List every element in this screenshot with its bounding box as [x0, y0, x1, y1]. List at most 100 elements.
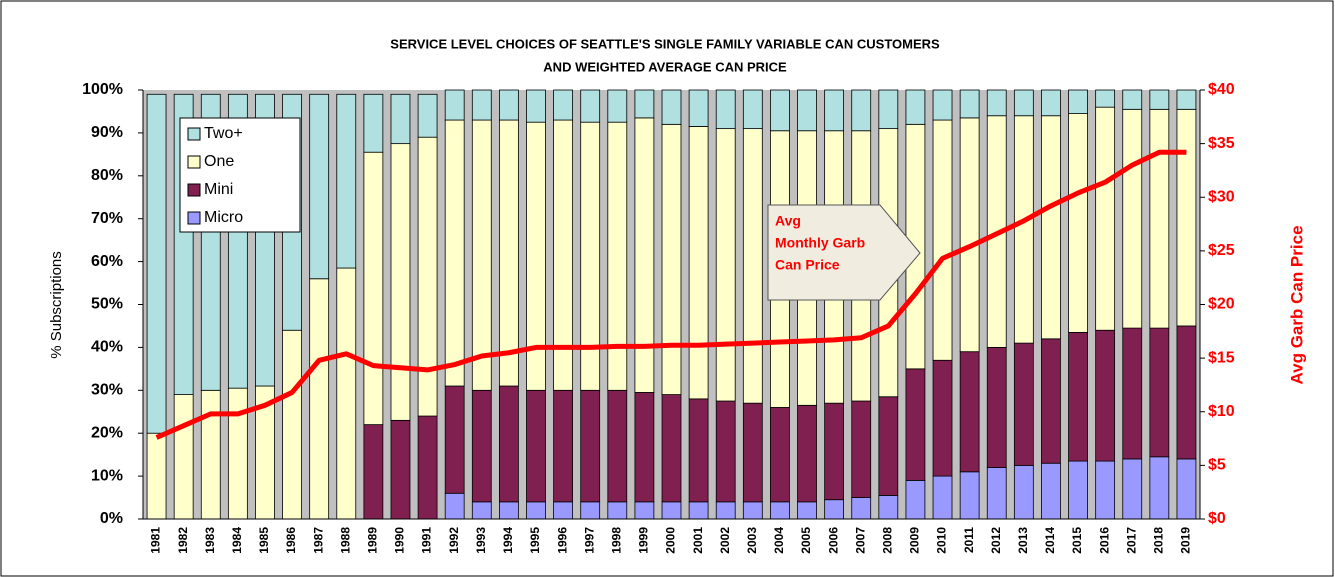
x-tick-label: 1989	[366, 527, 380, 554]
x-tick-label: 2002	[718, 527, 732, 554]
bar-segment	[417, 415, 438, 520]
bar-segment	[797, 404, 817, 503]
x-tick-label: 1999	[637, 527, 651, 554]
x-tick-label: 2005	[799, 527, 813, 554]
bar-segment	[146, 93, 167, 434]
legend-swatch	[187, 183, 201, 197]
y2-tick-label: $25	[1208, 242, 1235, 259]
bar-segment	[905, 368, 926, 481]
bar-segment	[770, 407, 790, 503]
legend-label: Micro	[204, 209, 243, 226]
x-tick-label: 2013	[1016, 527, 1030, 554]
bar-segment	[634, 501, 655, 520]
bar-segment	[770, 501, 790, 520]
bar-segment	[498, 119, 519, 387]
x-tick-label: 1984	[230, 527, 244, 554]
y-tick-label: 60%	[91, 253, 123, 270]
x-tick-label: 2009	[908, 527, 922, 554]
y-tick-label: 0%	[100, 510, 123, 527]
x-tick-label: 2006	[826, 527, 840, 554]
x-tick-label: 2012	[989, 527, 1003, 554]
bar-segment	[1176, 89, 1197, 110]
bar-segment	[1041, 338, 1061, 464]
annotation-text: Can Price	[775, 257, 840, 273]
bar-segment	[390, 419, 411, 520]
bar-segment	[1149, 456, 1170, 520]
bar-segment	[1176, 458, 1197, 520]
bar-segment	[878, 396, 899, 496]
x-tick-label: 1982	[176, 527, 190, 554]
bar-segment	[1149, 89, 1170, 110]
bar-segment	[715, 400, 736, 503]
x-tick-label: 1987	[311, 527, 325, 554]
bar-segment	[878, 495, 899, 520]
x-tick-label: 1996	[555, 527, 569, 554]
annotation-text: Avg	[775, 213, 801, 229]
y2-tick-label: $10	[1208, 403, 1235, 420]
bar-segment	[878, 89, 899, 130]
bar-segment	[715, 89, 736, 130]
bar-segment	[553, 89, 573, 121]
annotation-callout	[767, 204, 921, 301]
bar-segment	[580, 89, 601, 123]
bar-segment	[553, 501, 573, 520]
price-line	[155, 149, 1187, 440]
y-tick-label: 90%	[91, 124, 123, 141]
y-tick-label: 40%	[91, 339, 123, 356]
x-tick-label: 1981	[149, 527, 163, 554]
bar-segment	[1068, 89, 1088, 114]
bar-segment	[1095, 106, 1116, 331]
bar-segment	[742, 128, 763, 404]
bar-segment	[905, 479, 926, 520]
bar-segment	[607, 121, 628, 391]
bar-segment	[688, 126, 709, 400]
bar-segment	[1041, 115, 1061, 340]
bar-segment	[797, 501, 817, 520]
x-tick-label: 2000	[664, 527, 678, 554]
y-tick-label: 80%	[91, 167, 123, 184]
x-tick-label: 1998	[609, 527, 623, 554]
bar-segment	[444, 119, 465, 387]
x-tick-label: 2001	[691, 527, 705, 554]
bar-segment	[309, 93, 330, 280]
bar-segment	[471, 89, 492, 121]
bar-segment	[688, 501, 709, 520]
bar-segment	[390, 93, 411, 145]
y-tick-label: 10%	[91, 467, 123, 484]
bar-segment	[959, 117, 980, 353]
y2-axis-label: Avg Garb Can Price	[1287, 225, 1306, 384]
x-tick-label: 1986	[284, 527, 298, 554]
legend-swatch	[187, 127, 201, 141]
bar-segment	[444, 492, 465, 520]
x-tick-label: 1995	[528, 527, 542, 554]
bar-segment	[1122, 89, 1143, 110]
bar-segment	[498, 385, 519, 503]
bar-segment	[471, 389, 492, 503]
x-tick-label: 2016	[1097, 527, 1111, 554]
annotation-text: Monthly Garb	[775, 235, 865, 251]
bar-segment	[1068, 113, 1088, 333]
legend-label: Two+	[204, 125, 243, 142]
x-tick-label: 1992	[447, 527, 461, 554]
bar-segment	[1068, 460, 1088, 520]
y-tick-label: 30%	[91, 382, 123, 399]
bar-segment	[797, 89, 817, 132]
bar-segment	[1013, 89, 1034, 117]
bar-segment	[607, 501, 628, 520]
x-tick-label: 2010	[935, 527, 949, 554]
bar-segment	[742, 501, 763, 520]
legend-swatch	[187, 211, 201, 225]
y2-tick-label: $20	[1208, 296, 1235, 313]
bar-segment	[1122, 327, 1143, 460]
bar-segment	[742, 402, 763, 503]
bar-segment	[986, 346, 1007, 468]
bar-segment	[959, 89, 980, 119]
y2-tick-label: $40	[1208, 81, 1235, 98]
bar-segment	[200, 389, 221, 520]
x-tick-label: 2008	[880, 527, 894, 554]
bar-segment	[932, 119, 953, 361]
bar-segment	[1149, 327, 1170, 458]
x-tick-label: 2011	[962, 527, 976, 553]
bar-segment	[742, 89, 763, 130]
bar-segment	[986, 89, 1007, 117]
